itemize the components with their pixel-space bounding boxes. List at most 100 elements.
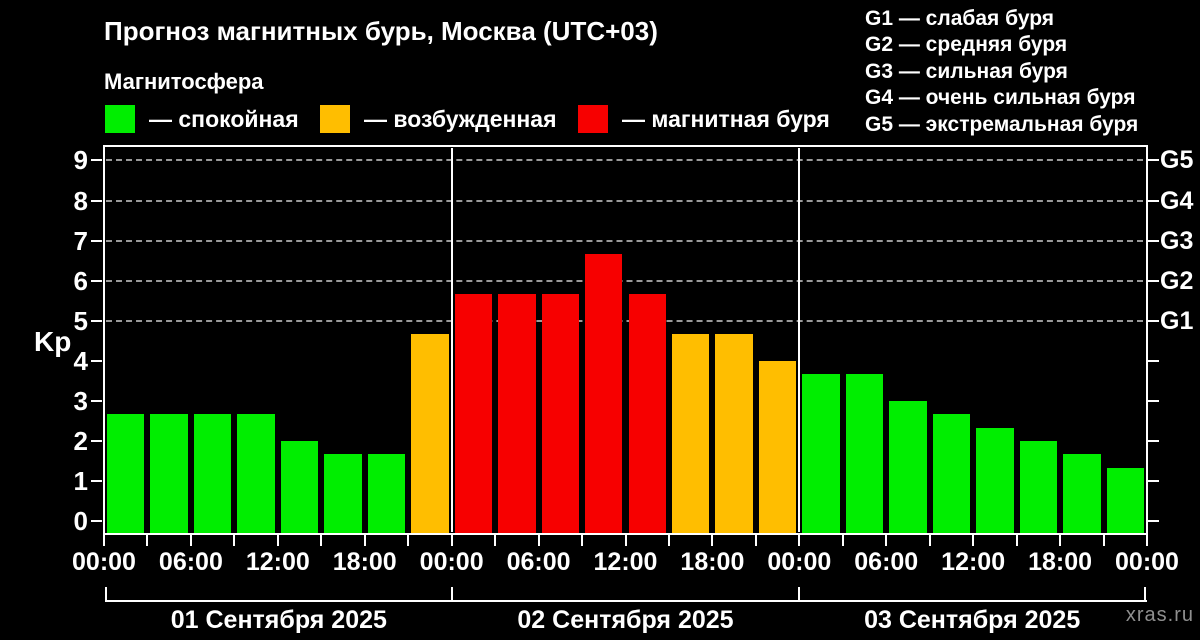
x-tick — [1015, 534, 1018, 546]
bar-day2-h6 — [541, 293, 580, 533]
y-tick-left — [91, 399, 102, 402]
g-legend-line-g5: G5 — экстремальная буря — [865, 112, 1139, 136]
y-tick-right — [1148, 520, 1159, 522]
x-tick — [841, 534, 844, 546]
watermark: xras.ru — [1125, 604, 1194, 626]
y-tick-right — [1148, 439, 1159, 442]
g-axis-label-g4: G4 — [1160, 186, 1194, 215]
g-axis-label-g2: G2 — [1160, 266, 1194, 295]
bar-day3-h15 — [1019, 440, 1058, 533]
x-tick-label: 18:00 — [332, 548, 397, 576]
g-axis-label-g5: G5 — [1160, 146, 1194, 175]
x-tick — [1059, 534, 1062, 546]
y-tick-right — [1148, 279, 1159, 282]
y-tick-label: 1 — [73, 465, 88, 496]
y-axis-title: Kp — [34, 326, 72, 357]
x-tick-label: 18:00 — [1028, 548, 1093, 576]
gridline-g3 — [106, 239, 1143, 242]
gridline-g4 — [106, 199, 1143, 202]
bar-day1-h3 — [150, 414, 188, 533]
legend-label-quiet: — спокойная — [149, 105, 299, 132]
bar-day3-h3 — [845, 373, 884, 533]
legend-label-excited: — возбужденная — [364, 105, 557, 132]
y-tick-right — [1148, 319, 1159, 322]
bar-day2-h0 — [454, 293, 493, 533]
y-tick-label: 4 — [73, 345, 88, 376]
y-tick-right — [1148, 239, 1159, 242]
y-tick-right — [1148, 399, 1159, 402]
x-tick-label: 00:00 — [767, 548, 832, 576]
x-tick — [581, 534, 584, 546]
g-legend-line-g4: G4 — очень сильная буря — [865, 86, 1136, 110]
y-tick-label: 3 — [73, 385, 88, 416]
y-tick-label: 9 — [73, 145, 88, 176]
y-tick-label: 0 — [73, 506, 88, 536]
x-tick — [972, 534, 975, 546]
day-label: 02 Сентября 2025 — [517, 606, 734, 634]
day-separator — [798, 148, 801, 532]
x-tick — [189, 534, 192, 546]
y-tick-label: 8 — [73, 185, 88, 216]
bar-day1-h15 — [324, 454, 362, 533]
legend-label-storm: — магнитная буря — [622, 105, 830, 132]
x-tick — [320, 534, 323, 546]
x-tick-label: 12:00 — [593, 548, 658, 576]
y-tick-right — [1148, 159, 1159, 162]
x-tick — [450, 534, 453, 546]
day-label: 01 Сентября 2025 — [170, 606, 387, 634]
y-tick-left — [91, 359, 102, 362]
x-tick — [798, 534, 801, 546]
y-tick-label: 6 — [73, 265, 88, 296]
y-tick-left — [91, 199, 102, 202]
legend-item-storm: — магнитная буря — [578, 104, 830, 134]
y-tick-left — [91, 439, 102, 442]
g-axis-label-g3: G3 — [1160, 226, 1194, 255]
y-tick-right — [1148, 199, 1159, 202]
x-tick-label: 06:00 — [158, 548, 223, 576]
x-tick — [363, 534, 366, 546]
day-axis-tick — [798, 587, 801, 602]
bar-day2-h15 — [671, 333, 710, 533]
bar-day2-h21 — [758, 360, 797, 533]
bar-day2-h9 — [585, 253, 623, 533]
bar-day1-h21 — [411, 333, 449, 533]
x-tick — [276, 534, 279, 546]
bar-day3-h18 — [1063, 454, 1101, 533]
y-tick-left — [91, 279, 102, 282]
gridline-g2 — [106, 279, 1143, 282]
y-tick-left — [91, 239, 102, 242]
plot-area — [103, 145, 1148, 535]
x-tick — [667, 534, 670, 546]
page-title: Прогноз магнитных бурь, Москва (UTC+03) — [104, 16, 658, 46]
bar-day1-h9 — [237, 414, 275, 533]
x-tick — [624, 534, 627, 546]
x-tick — [537, 534, 540, 546]
gridline-g5 — [106, 159, 1143, 162]
day-axis-tick — [450, 587, 453, 602]
y-tick-left — [91, 319, 102, 322]
x-tick-label: 00:00 — [1115, 548, 1179, 576]
bar-day2-h3 — [498, 293, 536, 533]
y-tick-label: 7 — [73, 225, 88, 256]
legend-item-excited: — возбужденная — [320, 104, 557, 134]
x-tick — [711, 534, 714, 546]
day-label: 03 Сентября 2025 — [864, 606, 1081, 634]
x-tick — [103, 534, 105, 546]
bar-day2-h12 — [628, 293, 666, 533]
x-tick — [928, 534, 931, 546]
x-tick — [1102, 534, 1105, 546]
x-tick-label: 06:00 — [854, 548, 919, 576]
chart-subtitle: Магнитосфера — [104, 69, 264, 94]
g-legend-line-g1: G1 — слабая буря — [865, 7, 1055, 30]
g-legend-line-g2: G2 — средняя буря — [865, 33, 1068, 57]
x-tick-label: 00:00 — [419, 548, 484, 576]
x-tick — [494, 534, 497, 546]
y-tick-left — [91, 159, 102, 162]
quiet-color-swatch — [105, 105, 135, 133]
storm-color-swatch — [578, 105, 608, 133]
legend-item-quiet: — спокойная — [105, 104, 299, 134]
day-axis-line — [106, 600, 1147, 602]
bar-day1-h18 — [367, 454, 406, 533]
